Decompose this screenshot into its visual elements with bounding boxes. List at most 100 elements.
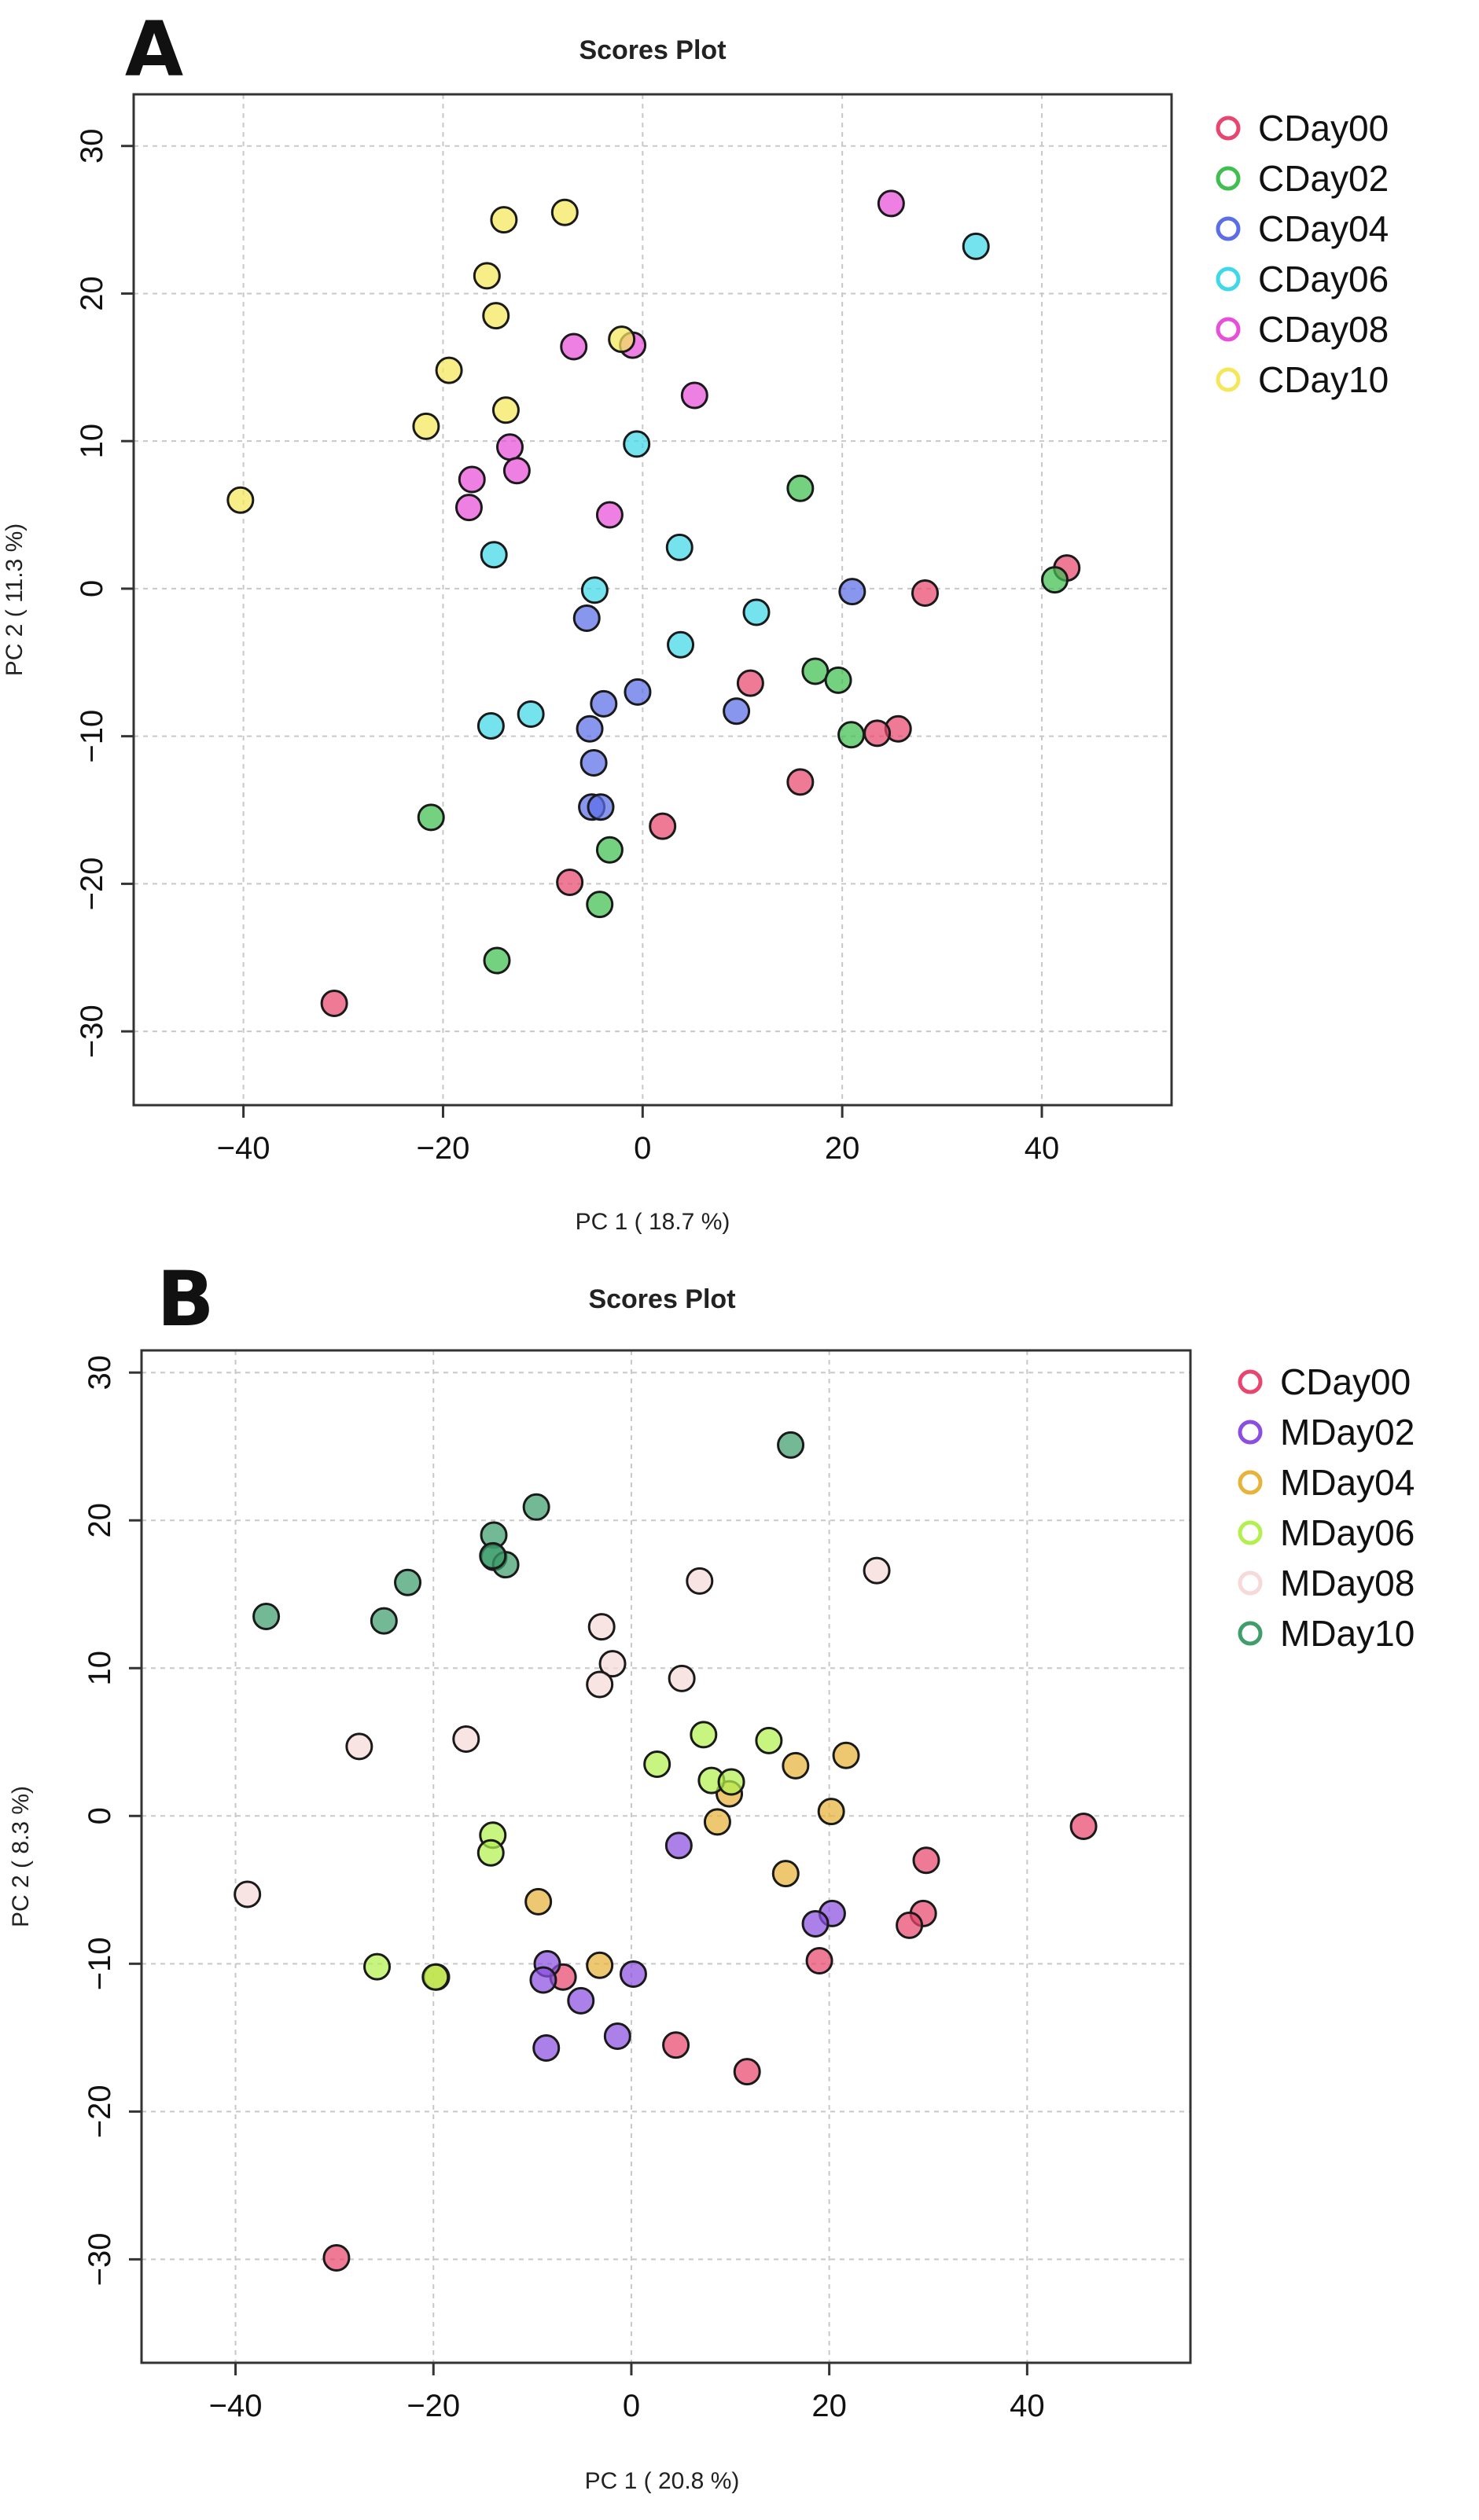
point-cday00 — [649, 812, 677, 840]
point-mday08 — [586, 1670, 614, 1699]
point-cday00 — [911, 579, 939, 608]
point-mday10 — [394, 1568, 422, 1596]
point-cday06 — [667, 630, 695, 659]
point-mday02 — [567, 1986, 595, 2015]
y-axis-title-a: PC 2 ( 11.3 %) — [2, 523, 28, 677]
y-tick-label-b: 20 — [83, 1503, 117, 1538]
point-cday10 — [490, 206, 518, 234]
y-tick-label-a: −20 — [75, 857, 109, 910]
point-cday08 — [595, 501, 624, 529]
legend-marker-cday06 — [1216, 266, 1241, 292]
point-cday02 — [586, 891, 614, 919]
legend-label-cday00: CDay00 — [1258, 108, 1389, 149]
legend-label-mday02: MDay02 — [1280, 1412, 1415, 1453]
legend-label-cday06: CDay06 — [1258, 259, 1389, 299]
point-cday08 — [496, 433, 524, 461]
point-mday04 — [782, 1751, 810, 1780]
y-tick-label-b: 0 — [83, 1807, 117, 1824]
point-mday04 — [586, 1951, 614, 1979]
point-cday00 — [786, 768, 815, 796]
y-tick-label-b: 10 — [83, 1651, 117, 1686]
point-mday10 — [479, 1541, 507, 1570]
point-cday00 — [322, 2243, 351, 2272]
x-tick-label-b: 40 — [1010, 2389, 1045, 2423]
point-mday08 — [863, 1556, 891, 1585]
point-cday10 — [491, 396, 520, 424]
point-cday04 — [590, 689, 618, 718]
y-tick-label-b: 30 — [83, 1355, 117, 1390]
point-mday10 — [370, 1607, 398, 1635]
point-mday02 — [532, 2033, 561, 2062]
point-mday06 — [363, 1952, 392, 1981]
point-mday04 — [703, 1808, 731, 1836]
point-mday08 — [598, 1650, 627, 1678]
point-cday02 — [417, 803, 445, 832]
legend-a: CDay00 CDay02 CDay04 CDay06 CDay08 CDay10 — [1216, 108, 1389, 400]
y-tick-label-b: −20 — [83, 2085, 117, 2138]
legend-marker-mday08 — [1238, 1570, 1263, 1596]
point-cday06 — [665, 533, 694, 561]
series-mday10 — [252, 1431, 805, 1635]
series-cday10 — [226, 198, 636, 514]
point-cday08 — [560, 332, 588, 361]
point-cday10 — [473, 262, 501, 290]
point-cday08 — [877, 189, 905, 218]
y-axis-title-b: PC 2 ( 8.3 %) — [8, 1786, 34, 1927]
point-mday08 — [686, 1567, 714, 1595]
point-cday10 — [608, 325, 636, 354]
point-mday06 — [717, 1768, 745, 1796]
point-cday04 — [579, 748, 608, 777]
point-cday02 — [1041, 566, 1069, 594]
point-mday10 — [252, 1602, 281, 1630]
point-mday06 — [755, 1726, 783, 1754]
y-tick-label-a: 20 — [75, 276, 109, 311]
point-mday08 — [452, 1725, 480, 1754]
point-cday02 — [595, 836, 624, 864]
y-tick-label-a: −30 — [75, 1005, 109, 1058]
point-mday06 — [421, 1963, 450, 1991]
point-mday06 — [476, 1839, 505, 1867]
point-cday00 — [805, 1947, 833, 1975]
panel-a: A Scores Plot −40 −20 0 20 40 −30 −20 −10 0 10 20 30 P… — [2, 6, 1389, 1235]
x-tick-label-a: 20 — [825, 1131, 860, 1166]
point-cday00 — [736, 669, 764, 697]
point-mday10 — [522, 1493, 550, 1521]
point-mday06 — [690, 1721, 718, 1749]
series-cday00 — [320, 554, 1081, 1017]
point-cday06 — [580, 576, 609, 604]
series-mday02 — [529, 1831, 846, 2062]
point-mday02 — [603, 2022, 631, 2050]
plot-frame-b — [140, 1349, 1192, 2364]
point-cday00 — [556, 869, 584, 897]
point-mday04 — [771, 1860, 800, 1888]
legend-label-mday08: MDay08 — [1280, 1563, 1415, 1603]
legend-marker-cday04 — [1216, 216, 1241, 241]
legend-label-mday06: MDay06 — [1280, 1512, 1415, 1553]
legend-marker-cday02 — [1216, 166, 1241, 191]
point-mday04 — [524, 1887, 553, 1916]
point-mday02 — [801, 1910, 830, 1938]
x-tick-label-b: −40 — [209, 2389, 263, 2423]
legend-marker-cday00 — [1216, 116, 1241, 141]
x-tick-label-a: 40 — [1025, 1131, 1060, 1166]
point-cday00 — [1069, 1812, 1098, 1840]
point-mday02 — [664, 1831, 693, 1860]
point-cday10 — [226, 486, 255, 514]
point-cday00 — [863, 719, 892, 748]
legend-label-cday08: CDay08 — [1258, 309, 1389, 350]
legend-label-cday02: CDay02 — [1258, 158, 1389, 199]
point-cday06 — [476, 712, 505, 740]
point-cday04 — [838, 578, 866, 606]
y-tick-label-a: −10 — [75, 710, 109, 763]
point-mday08 — [234, 1880, 262, 1908]
point-cday10 — [482, 302, 510, 330]
point-mday08 — [345, 1732, 373, 1761]
point-cday02 — [824, 666, 852, 694]
legend-marker-cday00 — [1238, 1369, 1263, 1394]
panel-letter-b: B — [156, 1255, 214, 1343]
y-tick-label-b: −10 — [83, 1937, 117, 1990]
point-cday06 — [480, 541, 508, 569]
point-cday02 — [837, 721, 866, 749]
series-cday06 — [476, 232, 990, 740]
point-mday02 — [619, 1960, 647, 1988]
